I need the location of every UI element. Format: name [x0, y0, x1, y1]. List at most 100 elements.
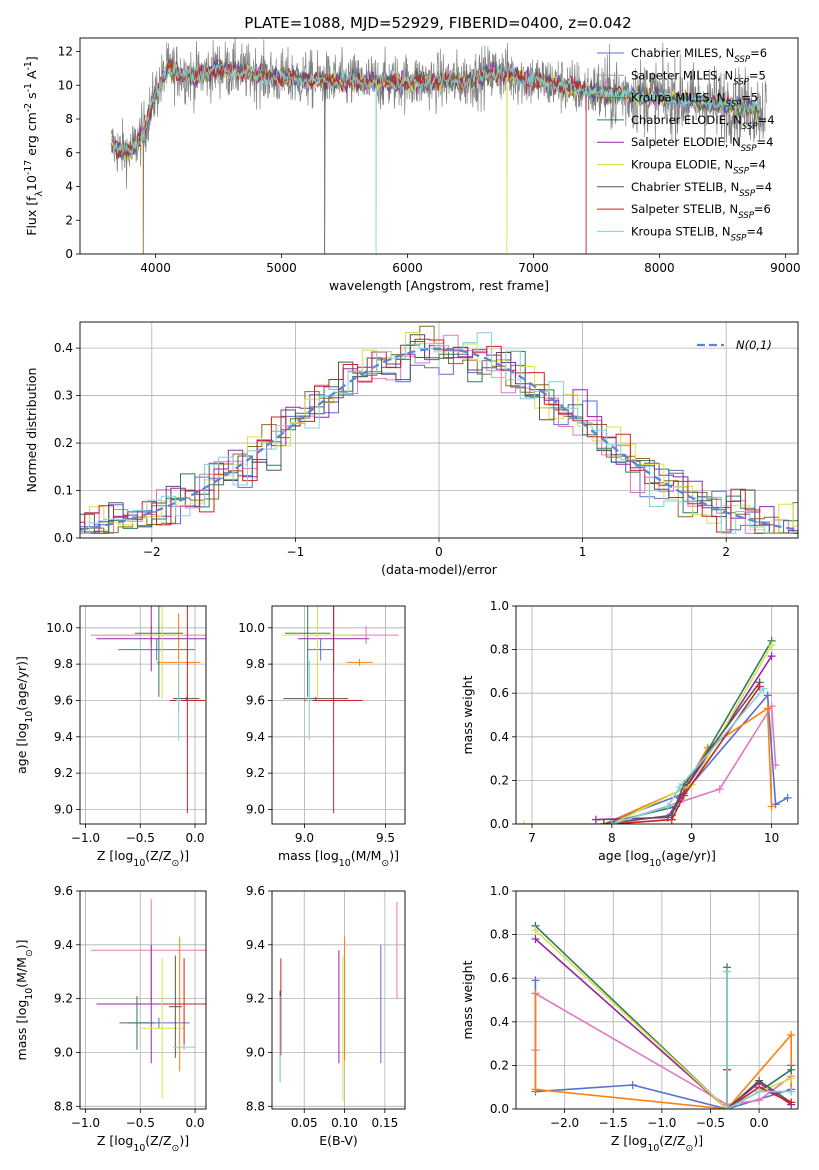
z_vs_mass-axes: −1.0 −0.5 0.0 8.8 9.0 9.2 9.4 9.6 Z [log10(Z/Z⊙)… [14, 884, 206, 1154]
series-marker [628, 1081, 637, 1090]
series-marker [759, 684, 768, 693]
series-marker [519, 820, 528, 824]
series-marker [531, 926, 540, 935]
data-series-line [111, 38, 767, 189]
y-axis-label: mass weight [460, 675, 475, 754]
y-axis-label: Normed distribution [24, 368, 39, 493]
y-tick-label: 9.8 [54, 657, 73, 671]
series-line [524, 644, 773, 824]
legend-label: Kroupa MILES, N [631, 91, 726, 105]
y-tick-label: 0.1 [54, 484, 73, 498]
legend-suffix: =5 [741, 91, 758, 105]
y-tick-label: 1.0 [490, 884, 509, 898]
series-line [603, 681, 761, 824]
histogram-series [80, 332, 798, 534]
x-tick-label: −0.5 [126, 831, 155, 845]
series-marker [763, 704, 772, 713]
legend-entry: Kroupa ELODIE, NSSP=4 [631, 158, 766, 177]
x-axis-label: E(B-V) [319, 1133, 358, 1148]
ebv_vs_mass-plot [279, 901, 398, 1101]
series-marker [755, 1087, 764, 1096]
legend-sub: SSP [733, 167, 750, 177]
y-tick-label: 10 [58, 78, 73, 92]
series-marker [787, 1074, 796, 1083]
y-tick-label: 0.4 [54, 341, 73, 355]
series-marker [531, 976, 540, 985]
model-series-line [111, 62, 761, 254]
y-tick-label: 0.4 [490, 730, 509, 744]
legend-sub: SSP [742, 122, 759, 132]
y-tick-label: 0.0 [490, 1102, 509, 1116]
z_vs_age-axes: −1.0 −0.5 0.0 9.0 9.2 9.4 9.6 9.8 10.0 Z [log10(Z… [14, 606, 206, 869]
x-tick-label: 0.0 [185, 831, 204, 845]
legend-entry: Salpeter ELODIE, NSSP=4 [631, 135, 773, 154]
legend-suffix: =4 [755, 180, 772, 194]
y-tick-label: 8.8 [54, 1099, 73, 1113]
x-tick-label: 9.0 [295, 831, 314, 845]
y-tick-label: 9.0 [54, 1045, 73, 1059]
series-marker [663, 802, 672, 811]
y-tick-label: 9.6 [246, 693, 265, 707]
y-tick-label: 0.8 [490, 643, 509, 657]
x-tick-label: 7000 [518, 261, 549, 275]
x-tick-label: 9.5 [376, 831, 395, 845]
series-marker [675, 782, 684, 791]
x-tick-label: 2 [722, 545, 730, 559]
legend-suffix: =4 [758, 113, 775, 127]
legend-label: Kroupa ELODIE, N [631, 158, 733, 172]
legend-entry: Chabrier ELODIE, NSSP=4 [631, 113, 775, 132]
x-tick-label: −1 [287, 545, 305, 559]
series-line [603, 640, 773, 824]
legend-sub: SSP [731, 233, 748, 243]
x-tick-label: 0.15 [371, 1116, 398, 1130]
y-tick-label: 0.6 [490, 971, 509, 985]
series-marker [771, 800, 780, 809]
z_vs_massweight-plot [531, 921, 796, 1109]
x-axis-label: Z [log10(Z/Z⊙)] [97, 1133, 189, 1154]
y-tick-label: 12 [58, 45, 73, 59]
series-marker [787, 1098, 796, 1107]
legend-label: Chabrier ELODIE, N [631, 113, 742, 127]
mass_vs_age-frame [271, 605, 406, 825]
x-tick-label: 0.05 [291, 1116, 318, 1130]
y-axis-label: Flux [fλ10-17 erg cm-2 s-1 A-1] [23, 56, 45, 235]
series-marker [607, 820, 616, 824]
ebv_vs_mass-frame [271, 890, 406, 1110]
mass_vs_age-axes: 9.0 9.5 9.0 9.2 9.4 9.6 9.8 10.0 mass [log10(M/M… [238, 606, 405, 869]
series-line [611, 703, 777, 824]
y-tick-label: 9.0 [246, 1045, 265, 1059]
histogram-series [80, 338, 798, 534]
x-tick-label: 1 [579, 545, 587, 559]
series-marker [767, 641, 776, 650]
legend-suffix: =6 [754, 202, 771, 216]
series-marker [591, 815, 600, 824]
x-axis-label: (data-model)/error [381, 562, 498, 577]
y-tick-label: 0.8 [490, 928, 509, 942]
x-tick-label: 0.0 [750, 1116, 769, 1130]
series-marker [723, 967, 732, 976]
y-axis-label: age [log10(age/yr)] [14, 656, 35, 774]
series-marker [755, 1096, 764, 1105]
legend-suffix: =4 [756, 135, 773, 149]
y-tick-label: 9.2 [246, 992, 265, 1006]
figure-title: PLATE=1088, MJD=52929, FIBERID=0400, z=0… [244, 14, 631, 32]
y-tick-label: 9.4 [54, 938, 73, 952]
mass_vs_age-plot [281, 606, 399, 814]
y-tick-label: 0.2 [490, 773, 509, 787]
y-tick-label: 9.4 [246, 730, 265, 744]
series-marker [531, 934, 540, 943]
legend-sub: SSP [739, 189, 756, 199]
legend-label: Salpeter MILES, N [631, 68, 733, 82]
x-axis-label: mass [log10(M/M⊙)] [278, 848, 399, 869]
y-tick-label: 9.2 [54, 766, 73, 780]
histogram-series [80, 334, 798, 534]
legend-sub: SSP [726, 100, 743, 110]
x-tick-label: −2 [143, 545, 161, 559]
y-tick-label: 9.8 [246, 657, 265, 671]
legend-label: Salpeter STELIB, N [631, 202, 738, 216]
spectrum-frame [79, 37, 799, 255]
series-line [611, 688, 765, 824]
z_vs_mass-frame [79, 890, 207, 1110]
series-marker [667, 815, 676, 824]
